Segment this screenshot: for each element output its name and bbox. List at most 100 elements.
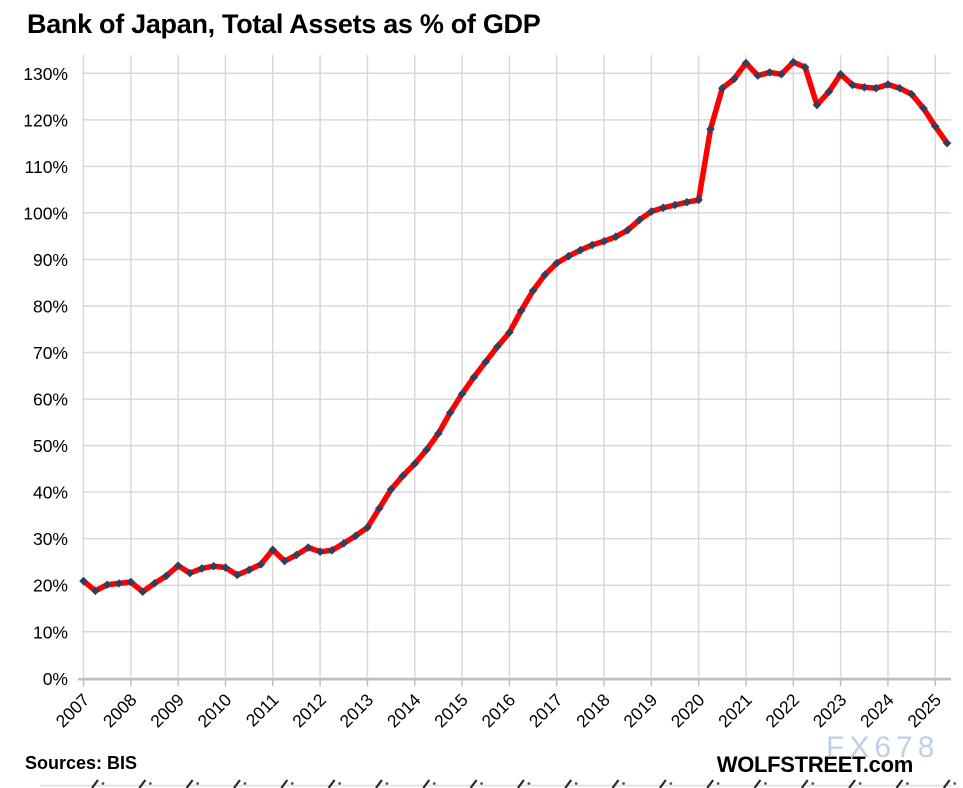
- x-axis-tick-label: 2013: [336, 690, 378, 732]
- x-axis-tick-label: 2022: [761, 690, 803, 732]
- data-point-marker: [694, 195, 703, 205]
- data-point-marker: [753, 71, 763, 80]
- data-point-marker: [836, 69, 845, 79]
- data-point-marker: [256, 559, 266, 569]
- data-point-marker: [493, 342, 502, 351]
- data-point-marker: [173, 561, 183, 570]
- x-axis-tick-label: 2012: [288, 690, 330, 732]
- data-point-marker: [138, 587, 147, 597]
- data-point-marker: [635, 215, 644, 225]
- data-point-marker: [386, 485, 396, 494]
- cropped-label-artifact: [906, 782, 909, 785]
- x-axis-tick-label: 2025: [903, 690, 945, 732]
- data-point-marker: [718, 83, 727, 93]
- y-axis-tick-label: 80%: [33, 296, 68, 316]
- data-point-marker: [812, 100, 822, 110]
- data-point-marker: [327, 546, 337, 555]
- data-point-marker: [942, 138, 952, 148]
- data-point-marker: [682, 197, 692, 207]
- x-axis-tick-label: 2020: [667, 690, 709, 732]
- cropped-label-artifact: [327, 779, 336, 788]
- y-axis-tick-label: 130%: [23, 64, 68, 84]
- data-point-marker: [114, 579, 124, 588]
- data-point-marker: [209, 561, 218, 571]
- cropped-label-artifact: [527, 782, 531, 785]
- cropped-label-artifact: [422, 779, 431, 788]
- data-point-marker: [576, 245, 585, 255]
- data-point-marker: [741, 58, 751, 68]
- data-point-marker: [670, 200, 680, 210]
- data-point-marker: [587, 240, 597, 250]
- y-axis-tick-label: 30%: [33, 529, 68, 549]
- cropped-label-artifact: [669, 782, 673, 785]
- data-point-marker: [126, 577, 136, 587]
- data-point-marker: [505, 328, 514, 337]
- data-point-marker: [150, 579, 159, 588]
- y-axis-tick-label: 100%: [23, 203, 68, 223]
- data-point-marker: [706, 124, 715, 134]
- chart-title: Bank of Japan, Total Assets as % of GDP: [27, 9, 541, 39]
- data-point-marker: [185, 568, 195, 578]
- x-axis-tick-label: 2010: [194, 690, 236, 732]
- data-point-marker: [789, 57, 798, 67]
- cropped-label-artifact: [290, 782, 294, 785]
- data-point-marker: [611, 232, 621, 241]
- data-point-marker: [315, 547, 325, 557]
- data-point-marker: [197, 564, 207, 573]
- cropped-label-artifact: [858, 782, 862, 785]
- data-point-marker: [303, 543, 313, 552]
- x-axis-tick-label: 2015: [430, 690, 472, 732]
- data-point-marker: [919, 103, 928, 113]
- cropped-label-artifact: [480, 782, 483, 785]
- cropped-label-artifact: [764, 782, 767, 785]
- data-point-marker: [363, 523, 372, 532]
- data-point-marker: [102, 580, 112, 590]
- data-point-marker: [729, 74, 739, 84]
- data-point-marker: [410, 459, 420, 469]
- cropped-label-artifact: [517, 779, 525, 788]
- x-axis-tick-label: 2021: [714, 690, 756, 732]
- cropped-label-artifact: [233, 779, 241, 788]
- cropped-label-artifact: [716, 782, 720, 785]
- data-point-marker: [907, 89, 916, 99]
- x-axis-tick-label: 2023: [809, 690, 851, 732]
- y-axis-tick-label: 10%: [33, 622, 68, 642]
- cropped-label-artifact: [243, 782, 247, 785]
- data-point-marker: [883, 80, 893, 89]
- cropped-label-artifact: [706, 779, 715, 788]
- data-point-marker: [895, 83, 905, 93]
- data-point-marker: [374, 504, 384, 513]
- data-point-marker: [599, 237, 609, 246]
- fx678-watermark: FX678: [826, 731, 940, 764]
- data-point-marker: [516, 306, 526, 315]
- data-point-marker: [540, 270, 550, 280]
- data-point-marker: [232, 570, 242, 580]
- y-axis-tick-label: 120%: [23, 110, 68, 130]
- cropped-label-artifact: [622, 782, 625, 785]
- x-axis-tick-label: 2024: [856, 690, 898, 732]
- cropped-label-artifact: [564, 779, 573, 788]
- data-point-marker: [457, 389, 467, 399]
- cropped-label-artifact: [658, 779, 667, 788]
- cropped-label-artifact: [800, 779, 809, 788]
- cropped-label-artifact: [469, 779, 478, 788]
- data-point-marker: [339, 539, 349, 548]
- y-axis-tick-label: 90%: [33, 250, 68, 270]
- data-point-marker: [244, 565, 254, 575]
- data-point-marker: [623, 225, 632, 235]
- cropped-label-artifact: [196, 782, 200, 785]
- cropped-label-artifact: [280, 779, 289, 788]
- data-point-marker: [91, 586, 100, 596]
- data-point-marker: [800, 62, 810, 72]
- data-point-marker: [871, 83, 881, 93]
- data-point-marker: [848, 80, 857, 90]
- x-axis-tick-label: 2019: [619, 690, 661, 732]
- cropped-label-artifact: [895, 779, 904, 788]
- data-point-marker: [79, 576, 88, 586]
- cropped-label-artifact: [185, 779, 194, 788]
- data-point-marker: [564, 251, 573, 261]
- cropped-label-artifact: [338, 782, 341, 785]
- cropped-label-artifact: [611, 779, 620, 788]
- cropped-label-artifact: [942, 779, 951, 788]
- y-axis-tick-label: 60%: [33, 390, 68, 410]
